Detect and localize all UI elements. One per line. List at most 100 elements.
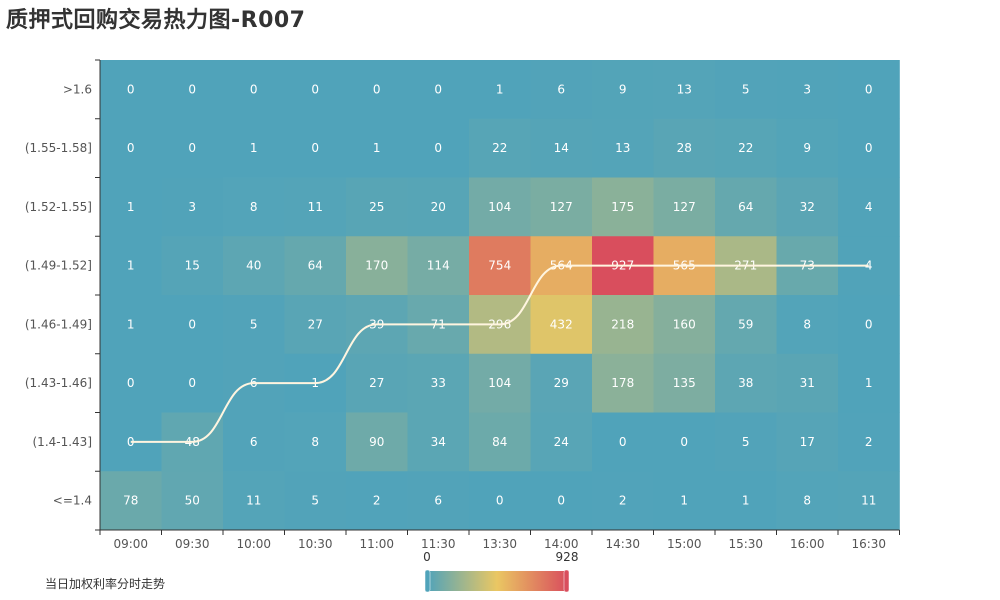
- heatmap-cell[interactable]: [838, 412, 900, 472]
- heatmap-cell[interactable]: [838, 60, 900, 120]
- heatmap-cell[interactable]: [284, 295, 347, 355]
- heatmap-cell[interactable]: [161, 177, 224, 237]
- heatmap-cell[interactable]: [776, 60, 839, 120]
- heatmap-cell[interactable]: [653, 177, 716, 237]
- heatmap-cell[interactable]: [469, 118, 531, 178]
- cell-value-label: 20: [431, 200, 446, 214]
- heatmap-cell[interactable]: [284, 60, 347, 120]
- heatmap-cell[interactable]: [223, 412, 285, 472]
- heatmap-cell[interactable]: [530, 471, 593, 531]
- heatmap-cell[interactable]: [100, 236, 162, 296]
- heatmap-cell[interactable]: [407, 236, 470, 296]
- heatmap-cell[interactable]: [284, 118, 347, 178]
- heatmap-cell[interactable]: [100, 177, 162, 237]
- heatmap-cell[interactable]: [715, 471, 777, 531]
- heatmap-cell[interactable]: [592, 118, 654, 178]
- heatmap-cell[interactable]: [346, 118, 408, 178]
- heatmap-cell[interactable]: [530, 295, 593, 355]
- heatmap-cell[interactable]: [715, 177, 777, 237]
- heatmap-cell[interactable]: [161, 118, 224, 178]
- heatmap-cell[interactable]: [407, 353, 470, 413]
- heatmap-cell[interactable]: [653, 353, 716, 413]
- heatmap-cell[interactable]: [653, 60, 716, 120]
- heatmap-cells[interactable]: [100, 60, 900, 531]
- heatmap-cell[interactable]: [776, 471, 839, 531]
- visual-map-bar[interactable]: [427, 571, 567, 591]
- heatmap-cell[interactable]: [100, 353, 162, 413]
- heatmap-cell[interactable]: [530, 118, 593, 178]
- heatmap-cell[interactable]: [469, 412, 531, 472]
- heatmap-cell[interactable]: [776, 412, 839, 472]
- heatmap-cell[interactable]: [776, 118, 839, 178]
- heatmap-cell[interactable]: [776, 177, 839, 237]
- heatmap-cell[interactable]: [653, 295, 716, 355]
- heatmap-cell[interactable]: [592, 295, 654, 355]
- heatmap-cell[interactable]: [223, 295, 285, 355]
- visual-map[interactable]: 0 928: [423, 550, 578, 593]
- heatmap-cell[interactable]: [284, 177, 347, 237]
- heatmap-cell[interactable]: [407, 471, 470, 531]
- heatmap-cell[interactable]: [346, 412, 408, 472]
- heatmap-cell[interactable]: [469, 353, 531, 413]
- heatmap-cell[interactable]: [346, 353, 408, 413]
- heatmap-cell[interactable]: [715, 412, 777, 472]
- heatmap-cell[interactable]: [776, 295, 839, 355]
- heatmap-cell[interactable]: [346, 177, 408, 237]
- heatmap-cell[interactable]: [161, 295, 224, 355]
- heatmap-cell[interactable]: [530, 412, 593, 472]
- heatmap-cell[interactable]: [838, 118, 900, 178]
- heatmap-cell[interactable]: [715, 353, 777, 413]
- heatmap-cell[interactable]: [653, 118, 716, 178]
- heatmap-cell[interactable]: [653, 412, 716, 472]
- heatmap-cell[interactable]: [838, 471, 900, 531]
- heatmap-cell[interactable]: [469, 471, 531, 531]
- heatmap-cell[interactable]: [469, 236, 531, 296]
- heatmap-cell[interactable]: [776, 353, 839, 413]
- heatmap-cell[interactable]: [284, 412, 347, 472]
- heatmap-cell[interactable]: [592, 412, 654, 472]
- heatmap-cell[interactable]: [592, 60, 654, 120]
- heatmap-cell[interactable]: [161, 353, 224, 413]
- heatmap-cell[interactable]: [223, 236, 285, 296]
- cell-value-label: 1: [127, 259, 135, 273]
- heatmap-cell[interactable]: [100, 118, 162, 178]
- heatmap-cell[interactable]: [715, 295, 777, 355]
- cell-value-label: 0: [865, 82, 873, 96]
- heatmap-cell[interactable]: [223, 177, 285, 237]
- heatmap-cell[interactable]: [592, 471, 654, 531]
- heatmap-cell[interactable]: [407, 177, 470, 237]
- x-axis-label: 09:00: [113, 537, 148, 551]
- heatmap-cell[interactable]: [346, 60, 408, 120]
- heatmap-cell[interactable]: [161, 471, 224, 531]
- heatmap-cell[interactable]: [100, 295, 162, 355]
- heatmap-cell[interactable]: [407, 60, 470, 120]
- heatmap-cell[interactable]: [100, 471, 162, 531]
- heatmap-cell[interactable]: [284, 236, 347, 296]
- heatmap-cell[interactable]: [223, 118, 285, 178]
- heatmap-cell[interactable]: [838, 295, 900, 355]
- visual-map-handle-min[interactable]: [424, 569, 431, 593]
- heatmap-cell[interactable]: [592, 177, 654, 237]
- heatmap-cell[interactable]: [530, 60, 593, 120]
- heatmap-cell[interactable]: [592, 353, 654, 413]
- heatmap-cell[interactable]: [653, 471, 716, 531]
- heatmap-cell[interactable]: [223, 60, 285, 120]
- heatmap-cell[interactable]: [838, 177, 900, 237]
- heatmap-cell[interactable]: [530, 177, 593, 237]
- heatmap-cell[interactable]: [838, 353, 900, 413]
- heatmap-cell[interactable]: [346, 471, 408, 531]
- heatmap-cell[interactable]: [161, 236, 224, 296]
- heatmap-cell[interactable]: [407, 412, 470, 472]
- heatmap-cell[interactable]: [715, 60, 777, 120]
- heatmap-cell[interactable]: [469, 60, 531, 120]
- heatmap-cell[interactable]: [284, 471, 347, 531]
- heatmap-cell[interactable]: [223, 471, 285, 531]
- heatmap-cell[interactable]: [161, 60, 224, 120]
- visual-map-handle-max[interactable]: [563, 569, 570, 593]
- heatmap-cell[interactable]: [346, 236, 408, 296]
- heatmap-cell[interactable]: [530, 353, 593, 413]
- heatmap-cell[interactable]: [407, 118, 470, 178]
- heatmap-cell[interactable]: [100, 60, 162, 120]
- heatmap-cell[interactable]: [469, 177, 531, 237]
- heatmap-cell[interactable]: [715, 118, 777, 178]
